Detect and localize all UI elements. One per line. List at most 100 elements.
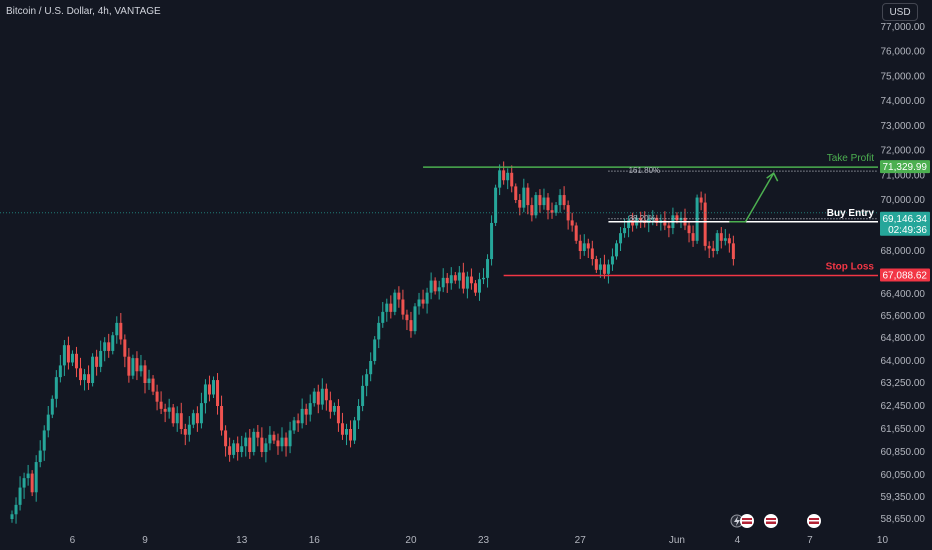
candle [502,161,506,185]
candle [651,210,655,226]
candle-body [445,277,449,284]
candle-body [18,487,22,505]
time-axis[interactable]: 6 9 13 16 20 23 27 Jun 4 7 10 [70,535,889,546]
candle [280,427,284,452]
candle-body [46,414,50,431]
candle [687,220,691,243]
take-profit-price-tag[interactable]: 71,329.99 [880,160,930,174]
candle-body [179,413,183,429]
candle [62,340,66,376]
candle-body [276,440,280,447]
candle [586,238,590,258]
candle-body [631,220,635,226]
candle-body [594,259,598,270]
candle-body [175,413,179,424]
candle-body [623,228,627,234]
candle [574,222,578,244]
candle [498,164,502,196]
candle-body [316,391,320,405]
candle-body [530,205,534,216]
price-tick-label: 71,000.00 [881,170,926,181]
candle-body [518,200,522,208]
candle-body [131,358,135,376]
candle [155,384,159,411]
candle-body [514,186,518,200]
candle [349,420,353,448]
candle-body [228,446,232,455]
candle [453,271,457,284]
time-tick-label: 27 [575,535,587,546]
candle [731,235,735,266]
candle [103,337,107,362]
candle [385,298,389,322]
currency-selector[interactable]: USD [882,3,918,21]
candle-body [433,280,437,292]
time-tick-label: 16 [309,535,321,546]
candle [598,257,602,278]
candle-body [264,443,268,452]
price-axis[interactable]: 77,000.00 76,000.00 75,000.00 74,000.00 73,0… [880,22,930,525]
flag-icon[interactable] [740,514,754,528]
candle-body [401,299,405,315]
candle [514,183,518,204]
candle [284,432,288,457]
current-price-tag-box [880,211,930,236]
candle [606,259,610,284]
candle [433,277,437,295]
candle [163,403,167,423]
candle-body [707,245,711,249]
candle-body [199,403,203,424]
event-icons [730,514,821,528]
flag-icon[interactable] [807,514,821,528]
stop-loss-price-tag[interactable]: 67,088.62 [880,268,930,282]
candle-body [457,272,461,281]
candle-body [449,275,453,284]
candle [401,289,405,320]
arrow-head [766,172,779,182]
candle-body [256,431,260,438]
price-tick-label: 61,650.00 [881,424,926,435]
candle-body [195,413,199,424]
price-tick-label: 74,000.00 [881,96,926,107]
candle-body [377,322,381,340]
candle [195,406,199,432]
price-tick-label: 66,400.00 [881,289,926,300]
candle-body [715,233,719,251]
candle [320,378,324,410]
candle-body [280,437,284,447]
candle [296,413,300,432]
candle-body [224,430,228,447]
candle [449,267,453,290]
candle [429,272,433,300]
price-tick-label: 68,000.00 [881,246,926,257]
candle [570,212,574,232]
candle-body [79,368,83,381]
candle-body [87,374,91,383]
candle [30,470,34,497]
candle-body [574,225,578,241]
candle-body [99,350,103,367]
candle-body [526,187,530,206]
candle [562,186,566,210]
candle [590,240,594,266]
candle [171,403,175,427]
candle-body [397,292,401,300]
candle-body [50,398,54,415]
candle-body [365,374,369,386]
candle [469,268,473,290]
candle [10,510,14,523]
candle-body [461,272,465,289]
candle [79,357,83,386]
candle-body [111,335,115,351]
candle [46,406,50,438]
candle [542,188,546,210]
candle-body [473,283,477,293]
candle-body [651,217,655,220]
candle-body [687,225,691,234]
candle [256,424,260,447]
flag-icon[interactable] [764,514,778,528]
candle [723,229,727,246]
candle-body [469,276,473,284]
